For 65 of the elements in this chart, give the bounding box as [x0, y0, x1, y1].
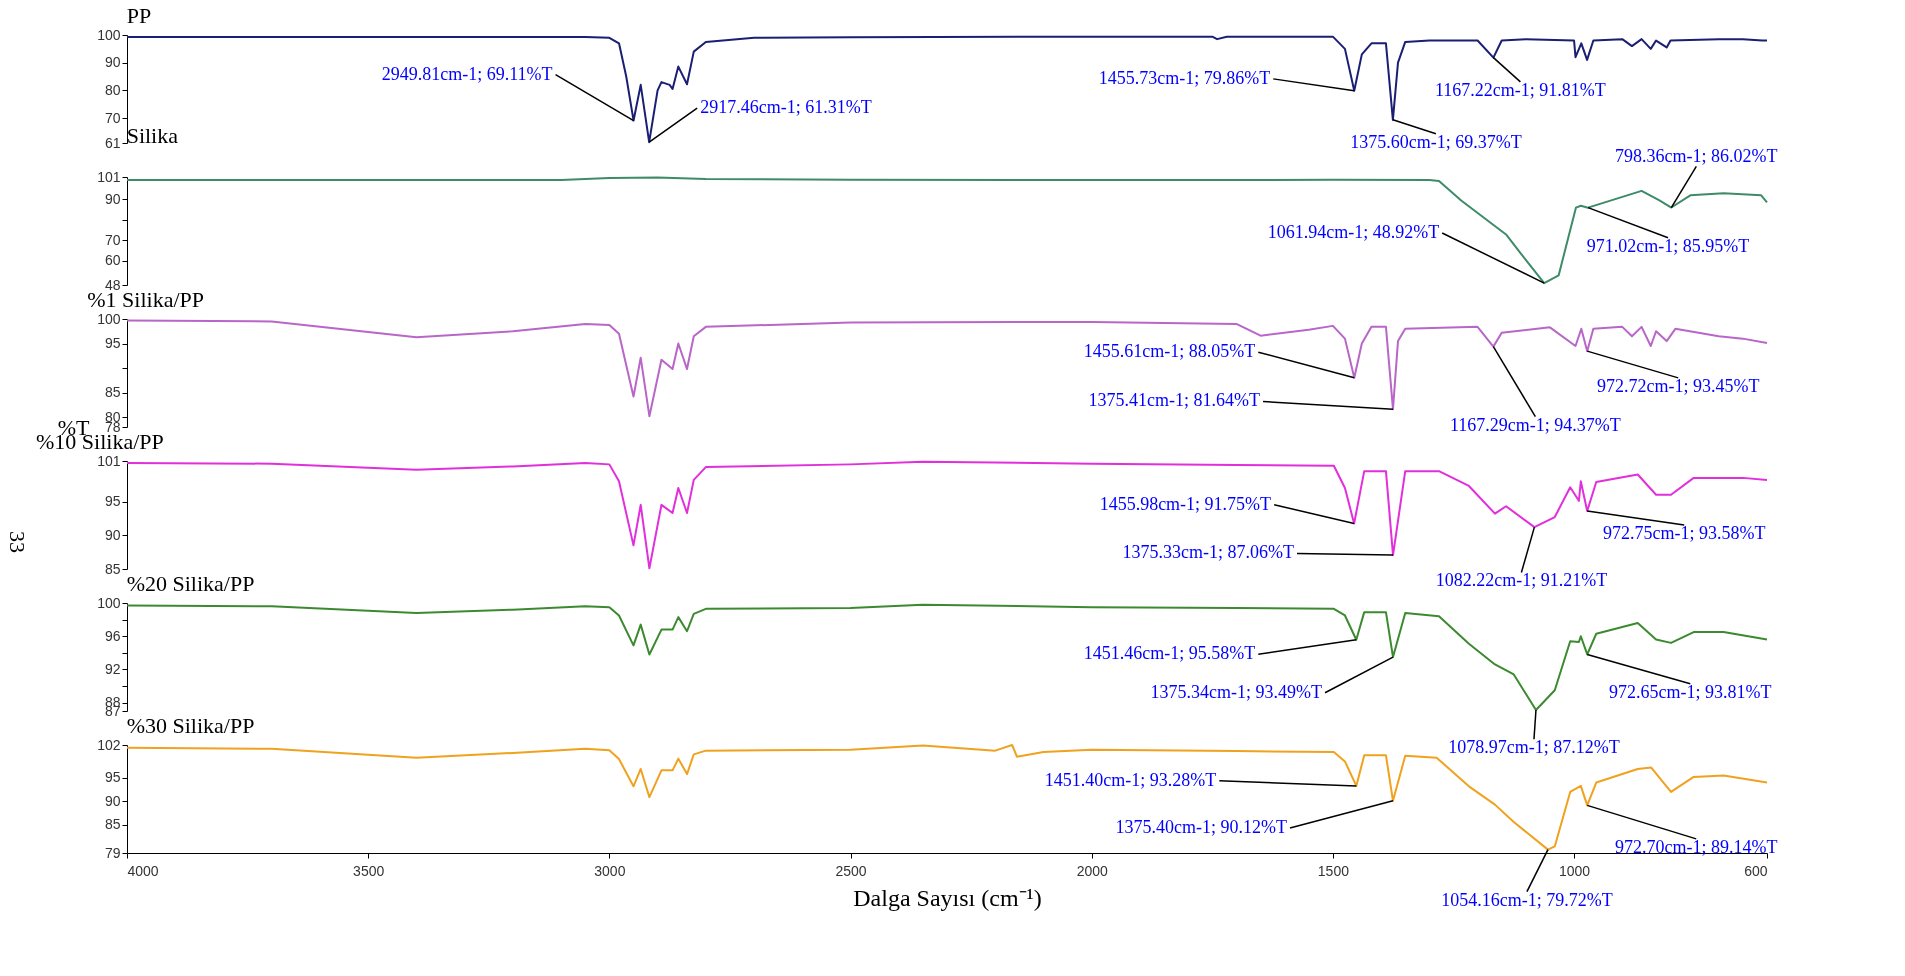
y-tick-label: 95: [104, 335, 121, 352]
annotation: 2917.46cm-1; 61.31%T: [700, 97, 872, 118]
y-tick-label: 100: [97, 594, 121, 611]
annotation: 1167.29cm-1; 94.37%T: [1449, 414, 1621, 435]
line-series: [126, 319, 1768, 418]
annotation: 1375.33cm-1; 87.06%T: [1122, 542, 1295, 563]
y-tick-label: 90: [104, 792, 121, 809]
annotation: 972.70cm-1; 89.14%T: [1614, 836, 1778, 857]
annotation: 1451.40cm-1; 93.28%T: [1044, 769, 1217, 790]
y-tick-label: 80: [104, 81, 121, 98]
annotation: 1455.73cm-1; 79.86%T: [1098, 67, 1271, 88]
x-tick-label: 1000: [1558, 862, 1591, 879]
y-tick-label: 85: [104, 384, 121, 401]
annotation: 1451.46cm-1; 95.58%T: [1083, 643, 1256, 664]
y-tick-label: 100: [97, 310, 121, 327]
x-axis-title: Dalga Sayısı (cm⁻¹): [853, 884, 1042, 911]
x-tick-label: 4000: [127, 862, 159, 879]
annotation: 972.72cm-1; 93.45%T: [1596, 375, 1760, 396]
annotation: 1375.34cm-1; 93.49%T: [1150, 681, 1323, 702]
chart-title: %30 Silika/PP: [126, 713, 255, 738]
y-tick-label: 101: [97, 452, 121, 469]
chart-title: %20 Silika/PP: [126, 571, 255, 596]
annotation: 1167.22cm-1; 91.81%T: [1434, 79, 1606, 100]
y-tick-label: 85: [104, 816, 121, 833]
y-tick-label: 95: [104, 493, 121, 509]
x-tick-label: 3500: [353, 862, 385, 879]
y-tick-label: 92: [104, 660, 121, 677]
y-tick-label: 100: [97, 26, 121, 43]
x-tick-label: 600: [1744, 862, 1768, 879]
chart-title: PP: [126, 3, 152, 28]
x-tick-label: 2500: [835, 862, 867, 879]
annotation: 798.36cm-1; 86.02%T: [1615, 146, 1778, 167]
x-tick-label: 2000: [1076, 862, 1108, 879]
annotation: 972.75cm-1; 93.58%T: [1602, 523, 1766, 544]
annotation: 1375.41cm-1; 81.64%T: [1088, 390, 1260, 411]
y-tick-label: 61: [104, 134, 121, 151]
annotation: 971.02cm-1; 85.95%T: [1586, 235, 1750, 256]
y-tick-label: 101: [97, 168, 121, 185]
chart-title: Silika: [126, 123, 179, 149]
annotation: 1375.60cm-1; 69.37%T: [1350, 131, 1522, 152]
x-tick-label: 1500: [1317, 862, 1350, 879]
y-tick-label: 96: [104, 627, 121, 644]
line-series: [126, 460, 1768, 570]
annotation: 1375.40cm-1; 90.12%T: [1115, 816, 1287, 837]
annotation: 1054.16cm-1; 79.72%T: [1441, 889, 1613, 910]
y-tick-label: 90: [104, 54, 121, 71]
annotation: 2949.81cm-1; 69.11%T: [381, 63, 553, 84]
y-tick-label: 60: [104, 252, 121, 269]
y-tick-label: 79: [104, 844, 121, 861]
line-series: [126, 176, 1768, 285]
y-tick-label: 85: [104, 560, 121, 577]
annotation: 1455.61cm-1; 88.05%T: [1083, 341, 1256, 362]
y-tick-label: 70: [104, 109, 121, 126]
annotation: 1061.94cm-1; 48.92%T: [1267, 221, 1440, 242]
annotation: 1078.97cm-1; 87.12%T: [1448, 737, 1620, 758]
y-tick-label: 102: [97, 736, 121, 753]
annotation: 1455.98cm-1; 91.75%T: [1099, 493, 1272, 514]
annotation: 1082.22cm-1; 91.21%T: [1435, 570, 1608, 591]
y-tick-label: 90: [104, 190, 121, 207]
y-tick-label: 95: [104, 769, 121, 786]
annotation: 972.65cm-1; 93.81%T: [1609, 681, 1772, 702]
y-tick-label: 90: [104, 526, 121, 543]
x-tick-label: 3000: [594, 862, 626, 879]
y-tick-label: 70: [104, 231, 121, 248]
text: 33: [5, 531, 30, 553]
